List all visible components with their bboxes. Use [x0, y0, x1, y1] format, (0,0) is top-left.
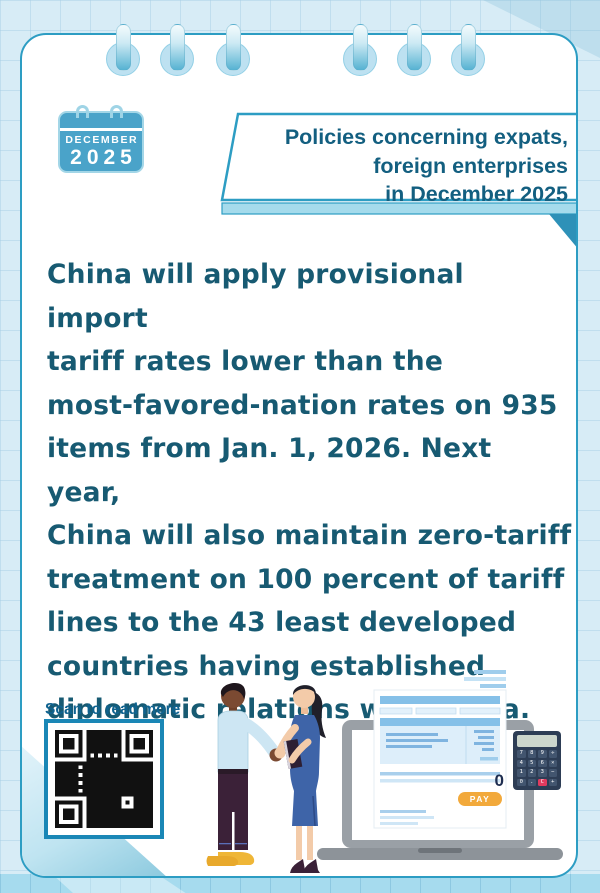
invoice-amount: 0: [494, 771, 504, 790]
binder-ring-icon: [160, 24, 194, 76]
calculator-key: 0: [517, 778, 526, 786]
qr-code: [44, 719, 164, 839]
pay-button: PAY: [458, 792, 502, 806]
calculator-key: 5: [527, 759, 536, 767]
calculator-icon: 7 8 9 ÷ 4 5 6 × 1 2 3− 0. C +: [513, 731, 561, 790]
calendar-ring-icon: [76, 105, 89, 118]
calculator-key: 1: [517, 769, 526, 777]
policy-paragraph: China will apply provisional import tari…: [47, 259, 572, 725]
calendar-month: DECEMBER: [65, 134, 139, 146]
calculator-keys: 7 8 9 ÷ 4 5 6 × 1 2 3− 0. C +: [517, 750, 557, 786]
calculator-key: ×: [548, 759, 557, 767]
bottom-band-highlight: [52, 874, 186, 893]
calculator-key: 4: [517, 759, 526, 767]
calculator-key: C: [538, 778, 547, 786]
calculator-key: +: [548, 778, 557, 786]
bottom-grid-band: [0, 874, 600, 893]
calculator-key: 9: [538, 750, 547, 758]
calculator-key: .: [527, 778, 536, 786]
handshake-illustration: [206, 683, 326, 873]
calendar-divider: [60, 128, 142, 131]
businesswoman-figure: [274, 685, 326, 873]
scan-to-read-label: Scan to read more: [45, 701, 181, 718]
qr-pattern: [55, 730, 153, 828]
banner-shape: [220, 112, 576, 247]
calendar-icon: DECEMBER 2025: [58, 105, 144, 173]
calculator-screen: [517, 735, 557, 747]
binder-ring-icon: [106, 24, 140, 76]
binder-ring-icon: [451, 24, 485, 76]
calculator-key: −: [548, 769, 557, 777]
binder-ring-icon: [397, 24, 431, 76]
notebook-card: DECEMBER 2025 Policies concerning expats…: [20, 33, 578, 878]
calendar-ring-icon: [110, 105, 123, 118]
calculator-key: 8: [527, 750, 536, 758]
page-title: Policies concerning expats, foreign ente…: [284, 125, 568, 206]
calculator-key: 6: [538, 759, 547, 767]
calculator-key: 3: [538, 769, 547, 777]
calculator-key: 7: [517, 750, 526, 758]
calculator-key: 2: [527, 769, 536, 777]
calculator-key: ÷: [548, 750, 557, 758]
banner-tail-icon: [549, 214, 576, 247]
calendar-year: 2025: [70, 146, 137, 169]
binder-ring-icon: [216, 24, 250, 76]
binder-ring-icon: [343, 24, 377, 76]
laptop-illustration: [317, 670, 563, 860]
businessman-figure: [206, 683, 283, 866]
